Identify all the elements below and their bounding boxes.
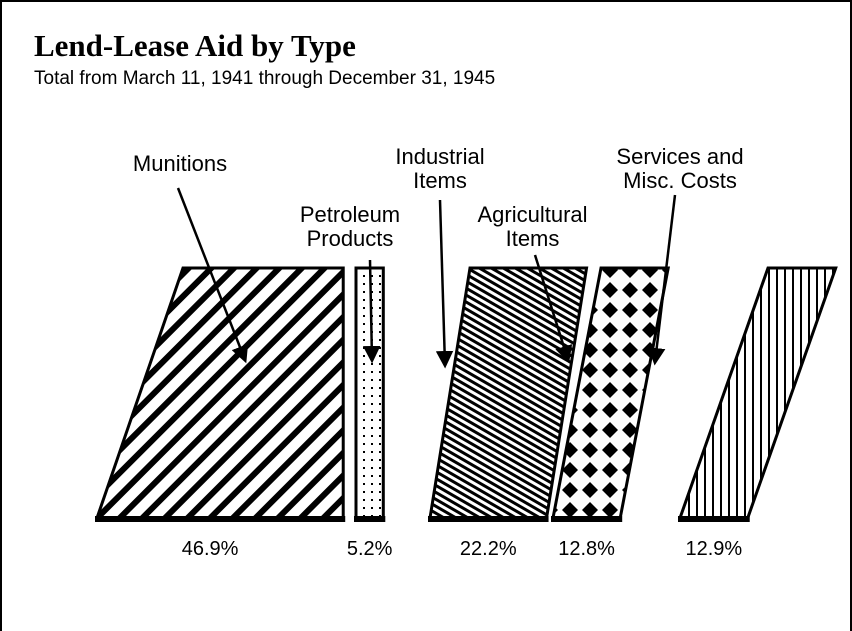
value-label: 46.9%: [181, 538, 239, 560]
value-label: 12.9%: [685, 538, 743, 560]
bar: [677, 266, 838, 520]
value-label: 22.2%: [459, 538, 517, 560]
arrow: [435, 199, 454, 369]
category-label: Petroleum Products: [299, 202, 401, 251]
chart-title: Lend-Lease Aid by Type: [34, 28, 356, 63]
chart-subtitle: Total from March 11, 1941 through Decemb…: [34, 68, 496, 89]
arrow: [362, 259, 381, 364]
value-label: 12.8%: [558, 538, 615, 560]
arrow: [176, 187, 249, 364]
bar: [354, 266, 385, 520]
arrow: [647, 194, 677, 366]
arrow: [533, 254, 573, 364]
value-label: 5.2%: [346, 538, 393, 560]
category-label: Munitions: [132, 151, 228, 176]
category-label: Agricultural Items: [477, 202, 588, 251]
bar: [94, 266, 345, 520]
category-label: Industrial Items: [395, 144, 485, 193]
category-label: Services and Misc. Costs: [616, 144, 744, 193]
